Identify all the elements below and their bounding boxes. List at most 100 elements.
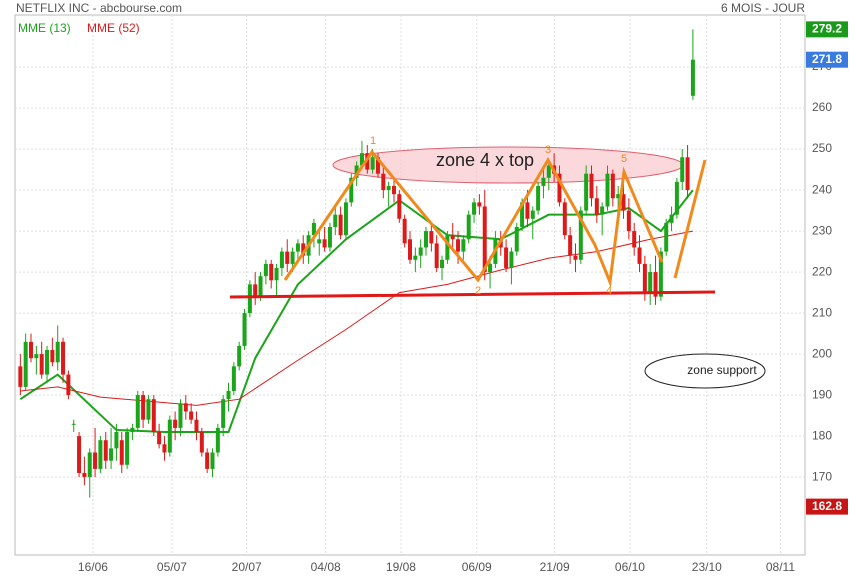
- candle-body: [221, 399, 226, 428]
- candle-body: [274, 267, 279, 281]
- candle-body: [162, 444, 167, 453]
- candle-body: [242, 313, 247, 346]
- price-label-box: [806, 51, 848, 68]
- candle-body: [594, 198, 599, 215]
- x-tick-label: 19/08: [386, 560, 416, 574]
- x-tick-label: 05/07: [157, 560, 187, 574]
- candle-body: [466, 214, 471, 240]
- candle-body: [258, 276, 263, 297]
- x-tick-label: 23/10: [692, 560, 722, 574]
- marks: [18, 29, 695, 498]
- candle-body: [247, 284, 252, 314]
- candle-body: [562, 202, 567, 236]
- candle-body: [642, 263, 647, 293]
- candle-body: [146, 399, 151, 420]
- y-tick-label: 200: [812, 346, 832, 360]
- candle-body: [477, 202, 482, 207]
- candle-body: [130, 427, 135, 432]
- candle-body: [557, 173, 562, 203]
- candle-body: [354, 165, 359, 178]
- chart-subtitle: 6 MOIS - JOUR: [721, 1, 805, 15]
- candle-body: [178, 403, 183, 428]
- candle-body: [141, 395, 146, 420]
- candle-body: [269, 263, 274, 281]
- candle-body: [488, 263, 493, 273]
- price-label-box: [806, 21, 848, 38]
- candle-body: [263, 263, 268, 277]
- candle-body: [482, 206, 487, 273]
- candle-body: [685, 157, 690, 191]
- y-tick-label: 220: [812, 264, 832, 278]
- candle-body: [525, 202, 530, 219]
- candle-body: [450, 235, 455, 240]
- candle-body: [669, 214, 674, 223]
- candle-body: [632, 231, 637, 248]
- candle-body: [151, 399, 156, 432]
- candle-body: [546, 165, 551, 178]
- candle-body: [343, 202, 348, 236]
- candle-body: [45, 349, 50, 375]
- candle-body: [215, 427, 220, 453]
- candle-body: [424, 231, 429, 248]
- candle-body: [290, 251, 295, 264]
- candle-body: [530, 210, 535, 219]
- candle-body: [456, 239, 461, 252]
- candle-body: [322, 239, 327, 248]
- candle-body: [391, 185, 396, 195]
- candle-body: [66, 374, 71, 396]
- candle-body: [600, 206, 605, 215]
- candle-body: [157, 431, 162, 445]
- candle-body: [578, 210, 583, 260]
- candle-body: [226, 390, 231, 400]
- candle-body: [167, 419, 172, 453]
- candle-body: [103, 440, 108, 461]
- candle-body: [397, 194, 402, 219]
- candle-body: [23, 341, 28, 387]
- x-tick-label: 06/09: [462, 560, 492, 574]
- candle-body: [199, 431, 204, 453]
- candle-body: [418, 247, 423, 256]
- y-tick-label: 230: [812, 223, 832, 237]
- candle-body: [413, 255, 418, 260]
- candle-body: [568, 235, 573, 256]
- candle-body: [279, 251, 284, 268]
- candle-body: [39, 354, 44, 375]
- candle-body: [648, 272, 653, 293]
- candle-body: [311, 222, 316, 236]
- candle-body: [370, 157, 375, 170]
- candle-body: [61, 341, 66, 375]
- candle-body: [440, 259, 445, 268]
- candle-body: [434, 243, 439, 268]
- candle-body: [210, 452, 215, 469]
- candle-body: [109, 448, 114, 461]
- candle-body: [541, 177, 546, 186]
- candle-body: [34, 354, 39, 359]
- moving-average-line: [19, 189, 694, 433]
- candle-body: [584, 173, 589, 211]
- candle-body: [55, 341, 60, 363]
- candle-body: [237, 345, 242, 367]
- y-tick-label: 240: [812, 182, 832, 196]
- candle-body: [626, 210, 631, 232]
- candle-body: [77, 436, 82, 473]
- moving-average-line: [20, 230, 693, 406]
- x-tick-label: 16/06: [78, 560, 108, 574]
- candle-body: [504, 247, 509, 268]
- candle-body: [658, 251, 663, 297]
- y-tick-label: 250: [812, 141, 832, 155]
- candle-body: [125, 431, 130, 465]
- candle-body: [194, 419, 199, 432]
- candle-body: [87, 452, 92, 478]
- grid: [15, 15, 805, 555]
- plot-area: [14, 14, 806, 556]
- candle-body: [637, 247, 642, 264]
- price-label: 279.2: [812, 22, 842, 36]
- candle-body: [610, 173, 615, 199]
- candle-body: [253, 284, 258, 297]
- zone-label: zone 4 x top: [436, 150, 534, 170]
- y-tick-label: 260: [812, 100, 832, 114]
- candle-body: [472, 202, 477, 215]
- candle-body: [621, 194, 626, 211]
- candle-body: [338, 214, 343, 236]
